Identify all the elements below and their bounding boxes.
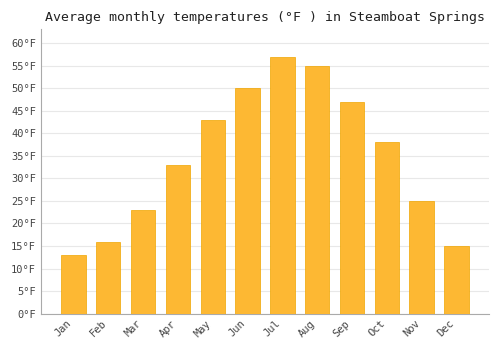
Bar	[200, 120, 225, 314]
Bar	[410, 201, 434, 314]
Title: Average monthly temperatures (°F ) in Steamboat Springs: Average monthly temperatures (°F ) in St…	[45, 11, 485, 24]
Bar	[270, 56, 294, 314]
Bar	[96, 241, 120, 314]
Bar	[374, 142, 399, 314]
Bar	[166, 165, 190, 314]
Bar	[340, 102, 364, 314]
Bar	[305, 65, 330, 314]
Bar	[131, 210, 156, 314]
Bar	[444, 246, 468, 314]
Bar	[62, 255, 86, 314]
Bar	[236, 88, 260, 314]
